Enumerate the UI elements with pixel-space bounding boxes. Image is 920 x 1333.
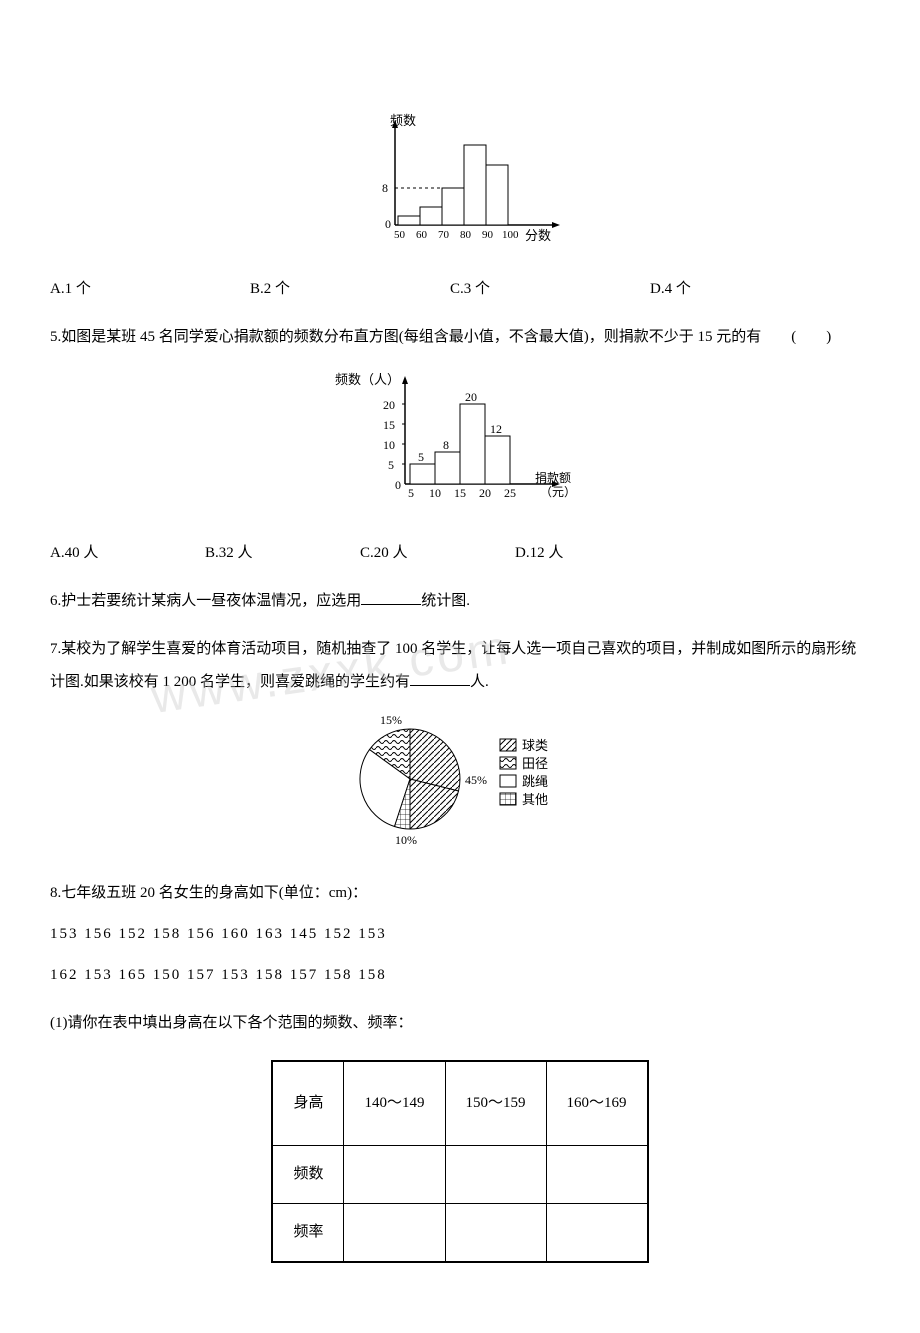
q8-sub1: (1)请你在表中填出身高在以下各个范围的频数、频率： [50, 1007, 870, 1040]
q8-data-row1: 153 156 152 158 156 160 163 145 152 153 [50, 918, 870, 951]
svg-text:70: 70 [438, 229, 450, 241]
svg-text:10%: 10% [395, 833, 417, 847]
q7-suffix: 人. [470, 674, 489, 690]
svg-text:频数（人）: 频数（人） [335, 372, 400, 387]
q5-options: A.40 人 B.32 人 C.20 人 D.12 人 [50, 537, 870, 570]
svg-text:10: 10 [429, 486, 441, 500]
q7-blank [410, 671, 470, 686]
q6-suffix: 统计图. [421, 593, 470, 609]
q5-text: 5.如图是某班 45 名同学爱心捐款额的频数分布直方图(每组含最小值，不含最大值… [50, 321, 870, 354]
svg-text:（元）: （元） [540, 485, 576, 499]
q5-option-d: D.12 人 [515, 537, 670, 570]
svg-text:60: 60 [416, 229, 428, 241]
q8-text: 8.七年级五班 20 名女生的身高如下(单位：cm)： [50, 877, 870, 910]
frequency-table: 身高 140～149 150～159 160～169 频数 频率 [271, 1060, 648, 1263]
table-cell [546, 1204, 648, 1263]
table-cell [344, 1204, 445, 1263]
svg-text:球类: 球类 [522, 738, 548, 753]
table-header-range3: 160～169 [546, 1061, 648, 1146]
table-header-range2: 150～159 [445, 1061, 546, 1146]
table-row-rate-label: 频率 [272, 1204, 344, 1263]
table-header-height: 身高 [272, 1061, 344, 1146]
svg-text:其他: 其他 [522, 792, 548, 807]
svg-text:45%: 45% [465, 773, 487, 787]
svg-text:15%: 15% [380, 713, 402, 727]
svg-text:5: 5 [418, 450, 424, 464]
svg-text:0: 0 [395, 478, 401, 492]
svg-text:20: 20 [479, 486, 491, 500]
svg-text:80: 80 [460, 229, 472, 241]
svg-text:0: 0 [385, 217, 391, 231]
svg-text:田径: 田径 [522, 756, 548, 771]
svg-text:15: 15 [383, 418, 395, 432]
svg-text:25: 25 [504, 486, 516, 500]
svg-text:8: 8 [382, 181, 388, 195]
q5-option-a: A.40 人 [50, 537, 205, 570]
chart1-ylabel: 频数 [390, 113, 416, 128]
q4-option-c: C.3 个 [450, 273, 650, 306]
chart1-xlabel: 分数 [525, 228, 551, 243]
table-cell [445, 1204, 546, 1263]
q5-option-c: C.20 人 [360, 537, 515, 570]
q8-data-row2: 162 153 165 150 157 153 158 157 158 158 [50, 959, 870, 992]
chart-q5: 频数（人） 捐款额 （元） 0 5 10 15 20 5 8 20 12 5 1… [50, 364, 870, 527]
svg-text:5: 5 [408, 486, 414, 500]
q6-blank [361, 590, 421, 605]
table-cell [445, 1146, 546, 1204]
q4-option-b: B.2 个 [250, 273, 450, 306]
q4-options: A.1 个 B.2 个 C.3 个 D.4 个 [50, 273, 870, 306]
table-cell [344, 1146, 445, 1204]
svg-text:跳绳: 跳绳 [522, 774, 548, 789]
q6: 6.护士若要统计某病人一昼夜体温情况，应选用 统计图. [50, 585, 870, 618]
svg-text:100: 100 [502, 229, 519, 241]
svg-text:8: 8 [443, 438, 449, 452]
svg-text:捐款额: 捐款额 [535, 471, 571, 485]
table-header-range1: 140～149 [344, 1061, 445, 1146]
q6-prefix: 6.护士若要统计某病人一昼夜体温情况，应选用 [50, 593, 361, 609]
svg-text:50: 50 [394, 229, 406, 241]
table-row-freq-label: 频数 [272, 1146, 344, 1204]
svg-text:15: 15 [454, 486, 466, 500]
svg-text:10: 10 [383, 438, 395, 452]
table-cell [546, 1146, 648, 1204]
svg-text:20: 20 [383, 398, 395, 412]
chart-q7-pie: 15% 45% 10% 球类 田径 跳绳 其他 [50, 709, 870, 862]
chart-q4: 频数 分数 0 8 50 60 70 80 90 100 [50, 110, 870, 263]
q5-option-b: B.32 人 [205, 537, 360, 570]
svg-text:5: 5 [388, 458, 394, 472]
q7: 7.某校为了解学生喜爱的体育活动项目，随机抽查了 100 名学生，让每人选一项自… [50, 633, 870, 699]
svg-text:12: 12 [490, 422, 502, 436]
svg-text:20: 20 [465, 390, 477, 404]
q4-option-d: D.4 个 [650, 273, 850, 306]
q4-option-a: A.1 个 [50, 273, 250, 306]
svg-text:90: 90 [482, 229, 494, 241]
